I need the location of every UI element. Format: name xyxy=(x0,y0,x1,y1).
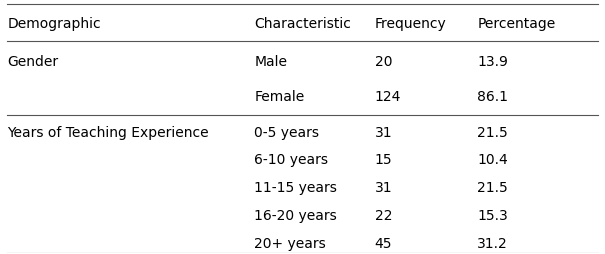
Text: 31: 31 xyxy=(374,180,393,194)
Text: Female: Female xyxy=(254,90,304,104)
Text: 10.4: 10.4 xyxy=(477,153,508,167)
Text: 31: 31 xyxy=(374,125,393,139)
Text: Male: Male xyxy=(254,55,287,69)
Text: Percentage: Percentage xyxy=(477,17,555,31)
Text: 22: 22 xyxy=(374,208,392,222)
Text: 15: 15 xyxy=(374,153,393,167)
Text: 0-5 years: 0-5 years xyxy=(254,125,319,139)
Text: 21.5: 21.5 xyxy=(477,125,508,139)
Text: 124: 124 xyxy=(374,90,401,104)
Text: 15.3: 15.3 xyxy=(477,208,508,222)
Text: 16-20 years: 16-20 years xyxy=(254,208,337,222)
Text: 20+ years: 20+ years xyxy=(254,236,326,249)
Text: Years of Teaching Experience: Years of Teaching Experience xyxy=(7,125,209,139)
Text: Characteristic: Characteristic xyxy=(254,17,351,31)
Text: 6-10 years: 6-10 years xyxy=(254,153,329,167)
Text: 11-15 years: 11-15 years xyxy=(254,180,337,194)
Text: 21.5: 21.5 xyxy=(477,180,508,194)
Text: 31.2: 31.2 xyxy=(477,236,508,249)
Text: 45: 45 xyxy=(374,236,392,249)
Text: 86.1: 86.1 xyxy=(477,90,508,104)
Text: 20: 20 xyxy=(374,55,392,69)
Text: Demographic: Demographic xyxy=(7,17,101,31)
Text: Gender: Gender xyxy=(7,55,59,69)
Text: 13.9: 13.9 xyxy=(477,55,508,69)
Text: Frequency: Frequency xyxy=(374,17,446,31)
